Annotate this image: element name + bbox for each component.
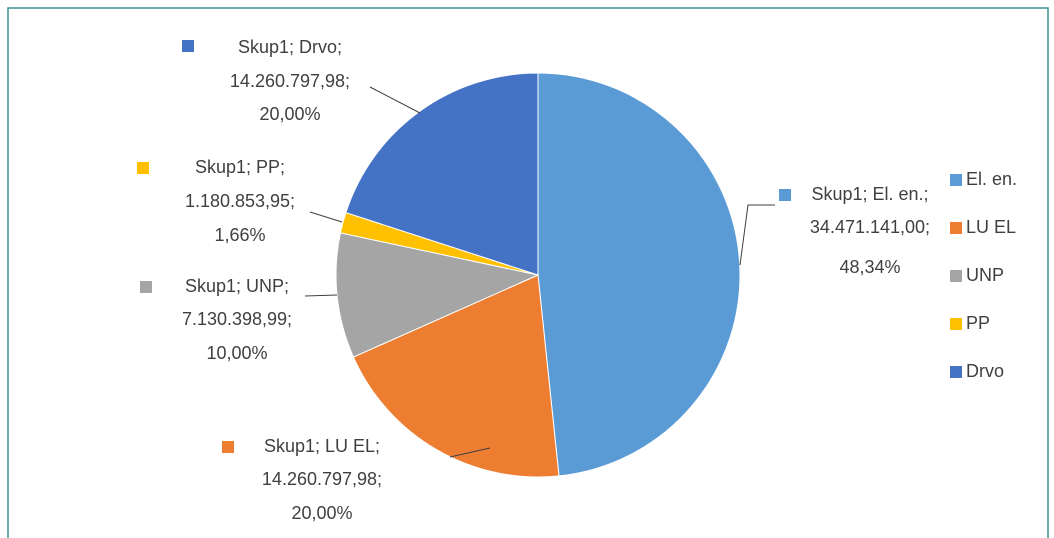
separator: ; xyxy=(345,71,350,91)
percent-label: 1,66% xyxy=(214,225,265,245)
separator: ; xyxy=(315,436,320,456)
value-label: 14.260.797,98 xyxy=(262,469,377,489)
leader-line xyxy=(739,204,775,266)
data-label: Skup1; LU EL; xyxy=(264,436,380,456)
value-label: 7.130.398,99 xyxy=(182,309,287,329)
separator: ; xyxy=(289,37,294,57)
leader-line xyxy=(309,211,343,223)
pie-slice xyxy=(335,232,540,358)
series-name: Skup1 xyxy=(811,184,862,204)
data-label: Skup1; El. en.; xyxy=(811,184,928,204)
series-name: Skup1 xyxy=(238,37,289,57)
value-label: 34.471.141,00 xyxy=(810,217,925,237)
legend-label: LU EL xyxy=(966,217,1016,237)
legend-swatch xyxy=(950,366,962,378)
data-label: 14.260.797,98; xyxy=(230,71,350,91)
series-name: Skup1 xyxy=(195,157,246,177)
category: Drvo xyxy=(299,37,337,57)
leader-line xyxy=(304,294,338,297)
data-label: Skup1; UNP; xyxy=(185,276,289,296)
separator: ; xyxy=(246,157,251,177)
value-label: 14.260.797,98 xyxy=(230,71,345,91)
percent-label: 20,00% xyxy=(259,104,320,124)
separator: ; xyxy=(925,217,930,237)
data-label: 34.471.141,00; xyxy=(810,217,930,237)
value-label: 1.180.853,95 xyxy=(185,191,290,211)
separator: ; xyxy=(284,276,289,296)
separator: ; xyxy=(280,157,285,177)
category: PP xyxy=(256,157,280,177)
series-name: Skup1 xyxy=(264,436,315,456)
label-marker xyxy=(222,441,234,453)
legend-swatch xyxy=(950,174,962,186)
legend-label: PP xyxy=(966,313,990,333)
legend-swatch xyxy=(950,222,962,234)
legend-label: UNP xyxy=(966,265,1004,285)
label-marker xyxy=(140,281,152,293)
separator: ; xyxy=(287,309,292,329)
label-marker xyxy=(779,189,791,201)
separator: ; xyxy=(862,184,867,204)
leader-line xyxy=(369,86,421,114)
legend-swatch xyxy=(950,270,962,282)
legend-swatch xyxy=(950,318,962,330)
separator: ; xyxy=(290,191,295,211)
percent-label: 20,00% xyxy=(291,503,352,523)
label-marker xyxy=(182,40,194,52)
pie-slice xyxy=(345,72,539,276)
category: UNP xyxy=(246,276,284,296)
separator: ; xyxy=(377,469,382,489)
separator: ; xyxy=(924,184,929,204)
series-name: Skup1 xyxy=(185,276,236,296)
category: LU EL xyxy=(325,436,375,456)
leader-line xyxy=(449,447,491,458)
data-label: Skup1; Drvo; xyxy=(238,37,342,57)
data-label: 1.180.853,95; xyxy=(185,191,295,211)
data-label: 7.130.398,99; xyxy=(182,309,292,329)
separator: ; xyxy=(375,436,380,456)
legend-label: Drvo xyxy=(966,361,1004,381)
pie-slice xyxy=(352,274,560,478)
category: El. en. xyxy=(873,184,924,204)
label-marker xyxy=(137,162,149,174)
separator: ; xyxy=(337,37,342,57)
percent-label: 48,34% xyxy=(839,257,900,277)
data-label: Skup1; PP; xyxy=(195,157,285,177)
separator: ; xyxy=(236,276,241,296)
legend-label: El. en. xyxy=(966,169,1017,189)
percent-label: 10,00% xyxy=(206,343,267,363)
data-label: 14.260.797,98; xyxy=(262,469,382,489)
